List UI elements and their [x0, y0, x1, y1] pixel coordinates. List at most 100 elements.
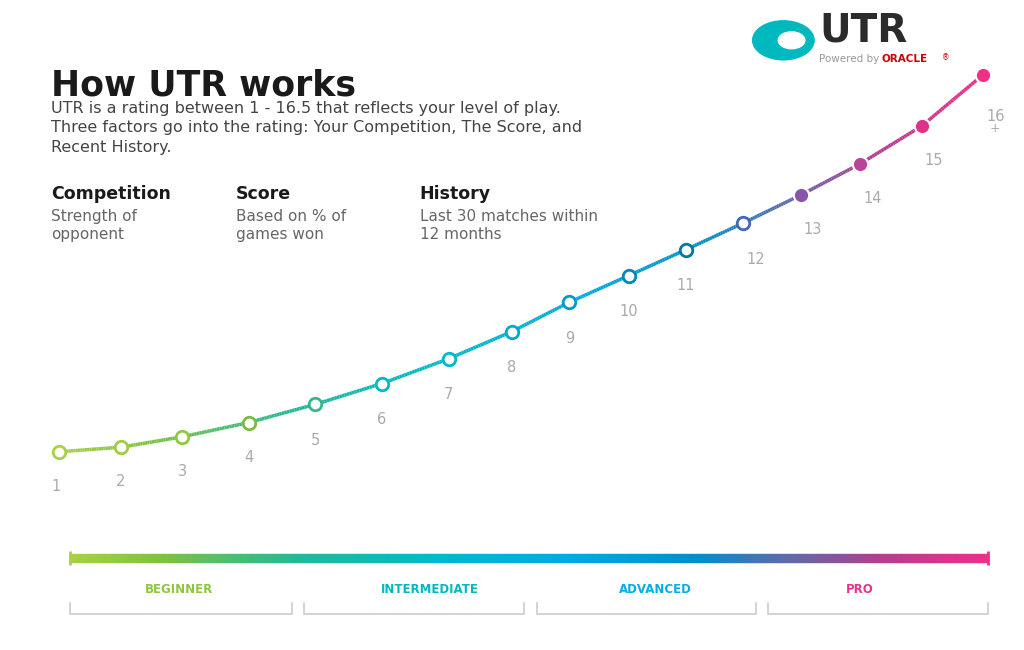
Bar: [72, 554, 74, 562]
Bar: [843, 554, 846, 562]
Bar: [774, 554, 776, 562]
Bar: [820, 554, 822, 562]
Bar: [809, 554, 811, 562]
Text: 5: 5: [310, 433, 321, 448]
Bar: [123, 554, 125, 562]
Bar: [797, 554, 800, 562]
Bar: [905, 554, 907, 562]
Bar: [629, 554, 632, 562]
Bar: [914, 554, 916, 562]
Bar: [398, 554, 401, 562]
Bar: [645, 554, 647, 562]
Bar: [986, 554, 988, 562]
Bar: [380, 554, 383, 562]
Text: +: +: [990, 122, 1000, 135]
Bar: [219, 554, 221, 562]
Bar: [477, 554, 479, 562]
Bar: [673, 554, 675, 562]
Bar: [293, 554, 295, 562]
Bar: [686, 554, 689, 562]
Bar: [793, 554, 795, 562]
Bar: [735, 554, 737, 562]
Bar: [546, 554, 549, 562]
Bar: [74, 554, 77, 562]
Text: 14: 14: [863, 191, 882, 206]
Bar: [127, 554, 129, 562]
Bar: [385, 554, 387, 562]
Text: 16: 16: [986, 109, 1005, 124]
Bar: [940, 554, 942, 562]
Bar: [984, 554, 986, 562]
Bar: [859, 554, 861, 562]
Bar: [977, 554, 979, 562]
Bar: [444, 554, 447, 562]
Bar: [650, 554, 652, 562]
Bar: [265, 554, 267, 562]
Bar: [929, 554, 931, 562]
Bar: [772, 554, 774, 562]
Bar: [346, 554, 348, 562]
Bar: [503, 554, 505, 562]
Bar: [726, 554, 728, 562]
Bar: [136, 554, 138, 562]
Bar: [424, 554, 426, 562]
Bar: [307, 554, 309, 562]
Bar: [353, 554, 355, 562]
Bar: [175, 554, 178, 562]
Text: 13: 13: [804, 222, 822, 237]
Bar: [595, 554, 597, 562]
Bar: [951, 554, 953, 562]
Bar: [532, 554, 535, 562]
Text: How UTR works: How UTR works: [51, 68, 356, 102]
Bar: [401, 554, 403, 562]
Bar: [691, 554, 693, 562]
Bar: [852, 554, 855, 562]
Bar: [249, 554, 252, 562]
Bar: [236, 554, 238, 562]
Bar: [652, 554, 654, 562]
Bar: [924, 554, 926, 562]
Bar: [737, 554, 739, 562]
Bar: [316, 554, 318, 562]
Bar: [431, 554, 433, 562]
Bar: [551, 554, 553, 562]
Bar: [586, 554, 588, 562]
Bar: [472, 554, 475, 562]
Bar: [191, 554, 194, 562]
Bar: [907, 554, 910, 562]
Bar: [392, 554, 394, 562]
Bar: [841, 554, 843, 562]
Bar: [77, 554, 79, 562]
Bar: [577, 554, 579, 562]
Bar: [422, 554, 424, 562]
Bar: [620, 554, 623, 562]
Circle shape: [778, 32, 805, 49]
Bar: [597, 554, 599, 562]
Bar: [111, 554, 114, 562]
Bar: [438, 554, 440, 562]
Bar: [90, 554, 92, 562]
Bar: [289, 554, 291, 562]
Bar: [885, 554, 887, 562]
Bar: [267, 554, 270, 562]
Bar: [261, 554, 263, 562]
Bar: [367, 554, 369, 562]
Text: History: History: [420, 185, 490, 203]
Bar: [500, 554, 503, 562]
Bar: [781, 554, 783, 562]
Bar: [337, 554, 339, 562]
Bar: [638, 554, 641, 562]
Text: INTERMEDIATE: INTERMEDIATE: [381, 583, 479, 596]
Bar: [850, 554, 852, 562]
Bar: [643, 554, 645, 562]
Bar: [540, 554, 542, 562]
Bar: [535, 554, 537, 562]
Bar: [212, 554, 215, 562]
Bar: [318, 554, 321, 562]
Bar: [518, 554, 521, 562]
Bar: [758, 554, 760, 562]
Bar: [344, 554, 346, 562]
Bar: [309, 554, 311, 562]
Bar: [106, 554, 109, 562]
Bar: [944, 554, 947, 562]
